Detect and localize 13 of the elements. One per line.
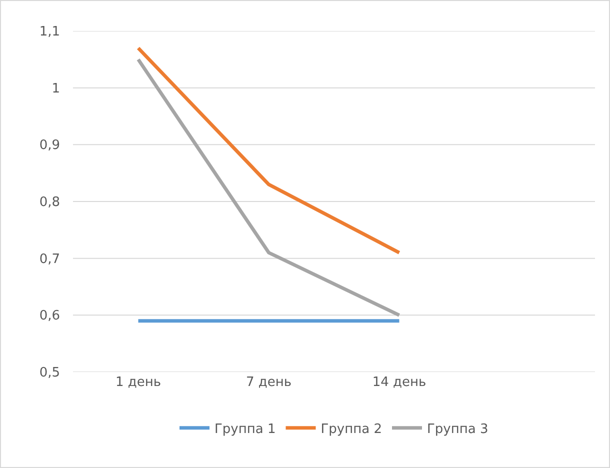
y-tick-label: 0,5 [39,366,60,381]
x-tick-label: 1 день [115,375,162,390]
legend-label: Группа 1 [214,422,276,437]
y-tick-label: 0,8 [39,195,60,210]
legend-label: Группа 2 [320,422,382,437]
y-tick-label: 0,9 [39,138,60,154]
y-tick-label: 1,1 [39,24,60,40]
x-tick-label: 7 день [246,375,292,390]
x-tick-label: 14 день [372,375,426,390]
y-tick-label: 0,6 [39,308,60,324]
y-tick-label: 1 [52,81,60,96]
legend-label: Группа 3 [427,422,488,437]
y-tick-label: 0,7 [39,252,60,267]
